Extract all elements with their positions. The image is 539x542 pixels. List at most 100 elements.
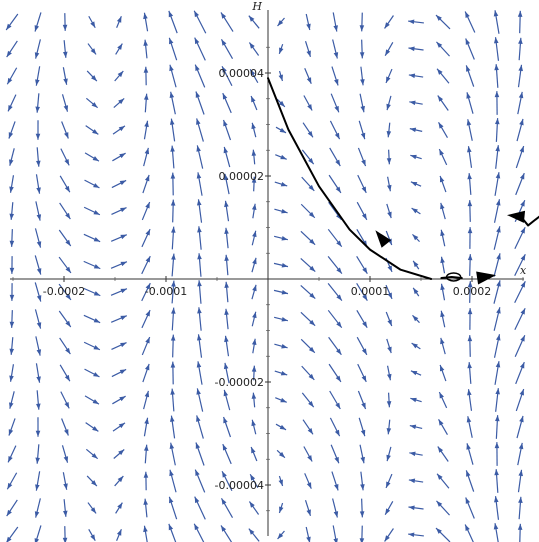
field-arrowhead — [467, 227, 473, 234]
field-arrowhead — [195, 91, 201, 98]
field-arrowhead — [436, 41, 443, 48]
field-arrowhead — [169, 64, 174, 72]
field-arrowhead — [145, 283, 151, 290]
field-arrowhead — [410, 154, 417, 160]
field-arrowhead — [92, 129, 99, 135]
field-arrowhead — [387, 373, 392, 381]
field-arrowhead — [194, 496, 200, 504]
field-arrowhead — [520, 281, 526, 288]
field-arrowhead — [6, 50, 12, 58]
field-arrowhead — [9, 402, 14, 409]
field-arrowhead — [221, 498, 227, 505]
field-arrowhead — [65, 293, 71, 300]
field-arrowhead — [437, 68, 443, 75]
field-arrowhead — [171, 226, 176, 233]
field-arrowhead — [90, 21, 96, 28]
field-arrowhead — [362, 321, 368, 328]
field-arrowhead — [248, 15, 255, 22]
field-arrowhead — [196, 145, 201, 152]
field-arrowhead — [143, 12, 148, 20]
field-arrowhead — [224, 200, 229, 208]
field-arrowhead — [251, 338, 257, 346]
field-arrowhead — [278, 74, 283, 81]
field-arrowhead — [281, 343, 288, 349]
field-arrowhead — [465, 38, 471, 45]
field-arrowhead — [223, 362, 229, 370]
field-arrowhead — [222, 471, 227, 478]
x-axis-label: x — [520, 264, 527, 277]
field-arrowhead — [145, 310, 151, 317]
field-arrowhead — [467, 308, 473, 315]
field-arrowhead — [224, 281, 229, 288]
field-arrowhead — [120, 288, 127, 294]
field-arrowhead — [386, 131, 392, 138]
field-arrowhead — [440, 202, 445, 210]
field-arrowhead — [308, 211, 315, 218]
field-arrowhead — [169, 469, 174, 477]
field-arrowhead — [408, 19, 415, 25]
field-arrowhead — [143, 471, 149, 478]
field-arrowhead — [519, 173, 525, 180]
field-arrowhead — [36, 160, 41, 167]
field-arrowhead — [145, 337, 150, 344]
field-arrowhead — [360, 132, 366, 140]
field-arrowhead — [34, 52, 40, 59]
field-arrowhead — [408, 532, 415, 538]
field-arrowhead — [64, 185, 70, 193]
field-arrowhead — [251, 365, 257, 372]
trajectory-arrowhead — [476, 271, 497, 285]
field-arrowhead — [520, 200, 525, 207]
field-arrowhead — [435, 15, 442, 21]
field-arrowhead — [359, 25, 365, 32]
field-arrowhead — [120, 207, 127, 213]
field-arrowhead — [91, 75, 97, 82]
field-arrowhead — [466, 65, 471, 72]
field-arrowhead — [91, 480, 97, 487]
field-arrowhead — [170, 361, 176, 368]
field-arrowhead — [359, 511, 365, 518]
field-arrowhead — [248, 528, 255, 535]
field-arrowhead — [309, 265, 316, 272]
field-arrowhead — [120, 342, 127, 348]
field-arrowhead — [281, 236, 288, 241]
field-arrowhead — [410, 181, 418, 187]
field-arrowhead — [195, 469, 200, 477]
field-arrowhead — [384, 535, 390, 542]
field-arrowhead — [249, 42, 255, 49]
field-arrowhead — [251, 392, 257, 399]
field-arrowhead — [409, 451, 416, 457]
field-arrowhead — [386, 428, 392, 435]
field-arrowhead — [90, 507, 97, 514]
field-arrowhead — [250, 474, 256, 481]
field-arrowhead — [466, 92, 471, 99]
field-arrowhead — [360, 79, 365, 86]
field-arrowhead — [280, 154, 287, 160]
field-arrowhead — [306, 77, 312, 84]
trajectory-loop — [445, 272, 462, 282]
field-arrowhead — [493, 37, 499, 44]
field-arrowhead — [334, 456, 339, 464]
field-arrowhead — [280, 397, 287, 403]
field-arrowhead — [409, 424, 417, 430]
field-arrowhead — [278, 479, 283, 486]
field-arrowhead — [251, 446, 256, 454]
field-arrowhead — [118, 422, 125, 429]
field-arrowhead — [93, 291, 101, 296]
field-arrowhead — [64, 132, 69, 139]
field-arrowhead — [144, 390, 150, 398]
field-arrowhead — [169, 37, 174, 45]
x-tick-label: -0.0002 — [43, 285, 85, 298]
field-arrowhead — [170, 172, 176, 179]
field-arrowhead — [413, 287, 419, 295]
field-arrowhead — [252, 230, 257, 238]
field-arrowhead — [520, 227, 526, 234]
field-arrowhead — [386, 103, 391, 111]
field-arrowhead — [467, 281, 473, 288]
field-arrowhead — [387, 319, 392, 326]
field-arrowhead — [495, 334, 501, 341]
field-arrowhead — [495, 118, 500, 125]
field-arrowhead — [385, 508, 391, 515]
trajectory-curve — [267, 77, 433, 280]
field-arrowhead — [9, 186, 14, 193]
field-arrowhead — [120, 261, 127, 267]
